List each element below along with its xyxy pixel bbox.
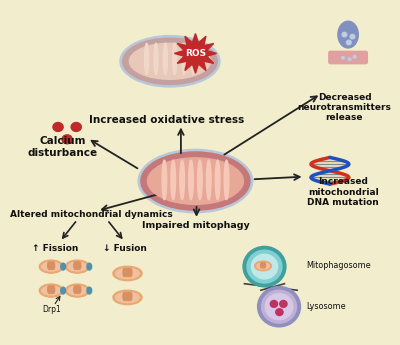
Ellipse shape	[71, 122, 81, 131]
FancyBboxPatch shape	[329, 51, 367, 64]
Ellipse shape	[162, 160, 167, 200]
Ellipse shape	[260, 263, 263, 268]
Ellipse shape	[52, 286, 55, 293]
Ellipse shape	[252, 254, 278, 279]
Ellipse shape	[255, 261, 272, 271]
Ellipse shape	[116, 292, 139, 303]
Ellipse shape	[62, 135, 72, 144]
Ellipse shape	[270, 300, 278, 307]
Ellipse shape	[154, 43, 158, 75]
Ellipse shape	[127, 268, 130, 277]
Ellipse shape	[338, 21, 358, 48]
Ellipse shape	[346, 40, 351, 45]
Ellipse shape	[42, 262, 60, 271]
Ellipse shape	[50, 286, 52, 293]
Ellipse shape	[53, 122, 63, 131]
Ellipse shape	[353, 56, 356, 58]
Ellipse shape	[189, 160, 193, 200]
Ellipse shape	[262, 263, 264, 268]
Text: Altered mitochondrial dynamics: Altered mitochondrial dynamics	[10, 210, 173, 219]
Ellipse shape	[141, 152, 250, 210]
Ellipse shape	[39, 284, 63, 297]
Ellipse shape	[61, 287, 66, 294]
Ellipse shape	[68, 286, 87, 295]
Ellipse shape	[276, 309, 283, 316]
Ellipse shape	[247, 250, 282, 283]
Text: Drp1: Drp1	[42, 305, 61, 314]
Ellipse shape	[342, 57, 344, 59]
Ellipse shape	[66, 260, 89, 273]
Ellipse shape	[180, 160, 184, 200]
Ellipse shape	[129, 292, 132, 300]
Text: Mitophagosome: Mitophagosome	[306, 261, 371, 270]
Ellipse shape	[120, 36, 220, 87]
Ellipse shape	[52, 262, 55, 269]
Ellipse shape	[113, 290, 142, 305]
Ellipse shape	[116, 268, 139, 279]
Ellipse shape	[123, 292, 126, 300]
Ellipse shape	[198, 160, 202, 200]
Ellipse shape	[66, 284, 89, 297]
Ellipse shape	[342, 32, 347, 37]
Ellipse shape	[127, 292, 130, 300]
Ellipse shape	[182, 43, 186, 75]
Ellipse shape	[138, 149, 253, 213]
Text: Increased
mitochondrial
DNA mutation: Increased mitochondrial DNA mutation	[308, 177, 379, 207]
Text: Increased oxidative stress: Increased oxidative stress	[89, 115, 244, 125]
Ellipse shape	[123, 268, 126, 277]
Ellipse shape	[50, 262, 52, 269]
Ellipse shape	[68, 262, 87, 271]
Ellipse shape	[129, 43, 211, 79]
Ellipse shape	[173, 43, 177, 75]
Ellipse shape	[74, 262, 77, 269]
Ellipse shape	[258, 286, 300, 327]
Ellipse shape	[113, 266, 142, 280]
Text: Impaired mitophagy: Impaired mitophagy	[142, 221, 249, 230]
Ellipse shape	[78, 286, 81, 293]
Ellipse shape	[125, 292, 128, 300]
Ellipse shape	[74, 286, 77, 293]
Ellipse shape	[348, 58, 351, 61]
Text: ↑ Fission: ↑ Fission	[32, 244, 78, 253]
Text: ROS: ROS	[185, 49, 206, 58]
Ellipse shape	[76, 262, 79, 269]
Ellipse shape	[163, 43, 167, 75]
Ellipse shape	[125, 268, 128, 277]
Ellipse shape	[215, 160, 220, 200]
Ellipse shape	[265, 294, 293, 320]
Ellipse shape	[171, 160, 176, 200]
Ellipse shape	[263, 263, 266, 268]
Ellipse shape	[243, 246, 286, 287]
Ellipse shape	[148, 158, 244, 204]
Ellipse shape	[191, 43, 195, 75]
Ellipse shape	[76, 286, 79, 293]
Ellipse shape	[206, 160, 211, 200]
Text: Lysosome: Lysosome	[306, 302, 346, 311]
Ellipse shape	[48, 286, 50, 293]
Ellipse shape	[87, 263, 92, 270]
Ellipse shape	[224, 160, 229, 200]
Ellipse shape	[48, 262, 50, 269]
Ellipse shape	[350, 34, 355, 39]
Ellipse shape	[262, 290, 296, 323]
Ellipse shape	[123, 38, 217, 85]
Ellipse shape	[42, 286, 60, 295]
Ellipse shape	[129, 268, 132, 277]
Ellipse shape	[257, 263, 269, 269]
Polygon shape	[174, 33, 216, 73]
Ellipse shape	[145, 43, 149, 75]
Ellipse shape	[87, 287, 92, 294]
Ellipse shape	[39, 260, 63, 273]
Ellipse shape	[78, 262, 81, 269]
Ellipse shape	[61, 263, 66, 270]
Text: Decreased
neurotransmitters
release: Decreased neurotransmitters release	[298, 92, 391, 122]
Text: Calcium
disturbance: Calcium disturbance	[28, 136, 98, 158]
Ellipse shape	[280, 300, 287, 307]
Text: ↓ Fusion: ↓ Fusion	[103, 244, 147, 253]
